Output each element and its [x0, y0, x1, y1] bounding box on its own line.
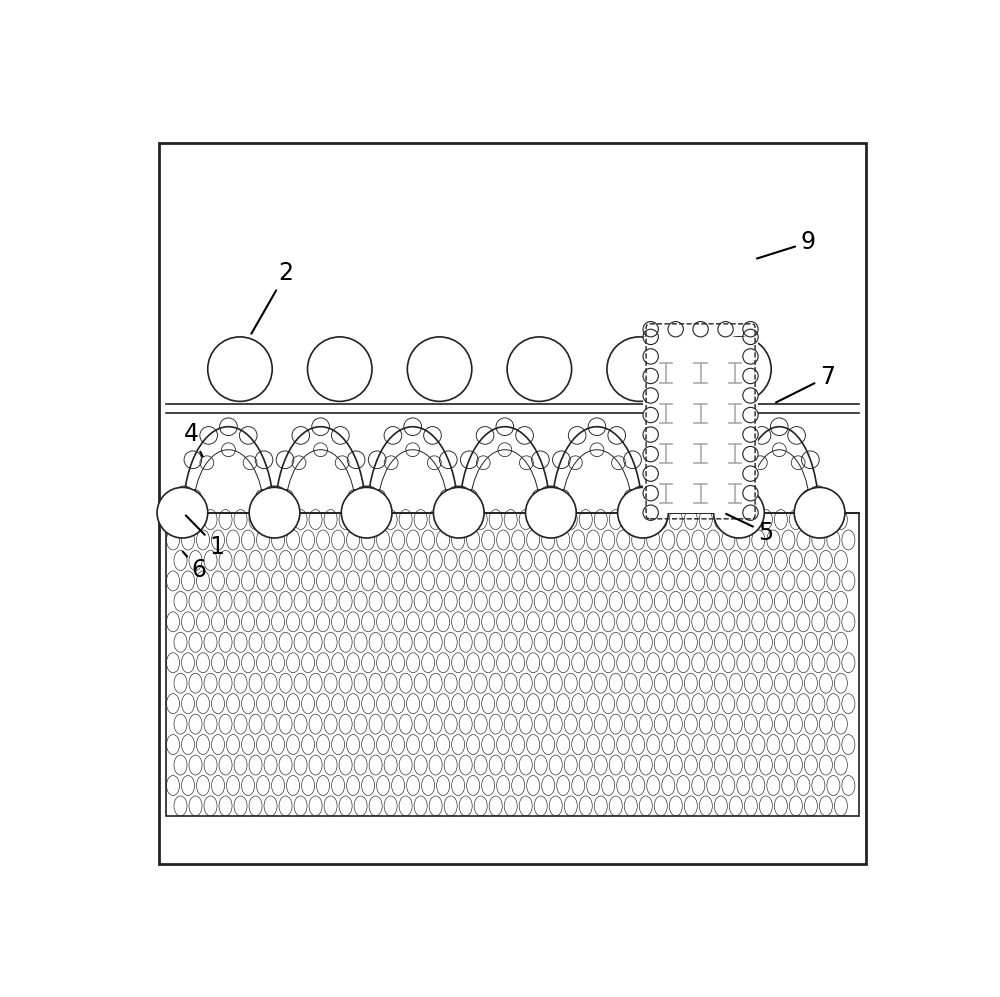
Bar [643, 337, 758, 512]
Text: 4: 4 [184, 423, 203, 457]
Text: 9: 9 [757, 230, 816, 258]
Circle shape [526, 488, 576, 538]
Circle shape [157, 488, 208, 538]
Circle shape [407, 337, 472, 402]
Text: 6: 6 [183, 551, 207, 582]
Circle shape [507, 337, 572, 402]
Text: 1: 1 [186, 515, 224, 559]
Text: 2: 2 [251, 261, 294, 334]
Circle shape [707, 337, 771, 402]
Circle shape [249, 488, 300, 538]
Bar [166, 512, 859, 816]
Circle shape [341, 488, 392, 538]
Circle shape [607, 337, 671, 402]
Text: 7: 7 [776, 365, 835, 403]
Circle shape [618, 488, 668, 538]
Circle shape [794, 488, 845, 538]
Circle shape [714, 488, 764, 538]
Circle shape [433, 488, 484, 538]
Circle shape [308, 337, 372, 402]
Circle shape [208, 337, 272, 402]
Text: 5: 5 [726, 513, 773, 544]
